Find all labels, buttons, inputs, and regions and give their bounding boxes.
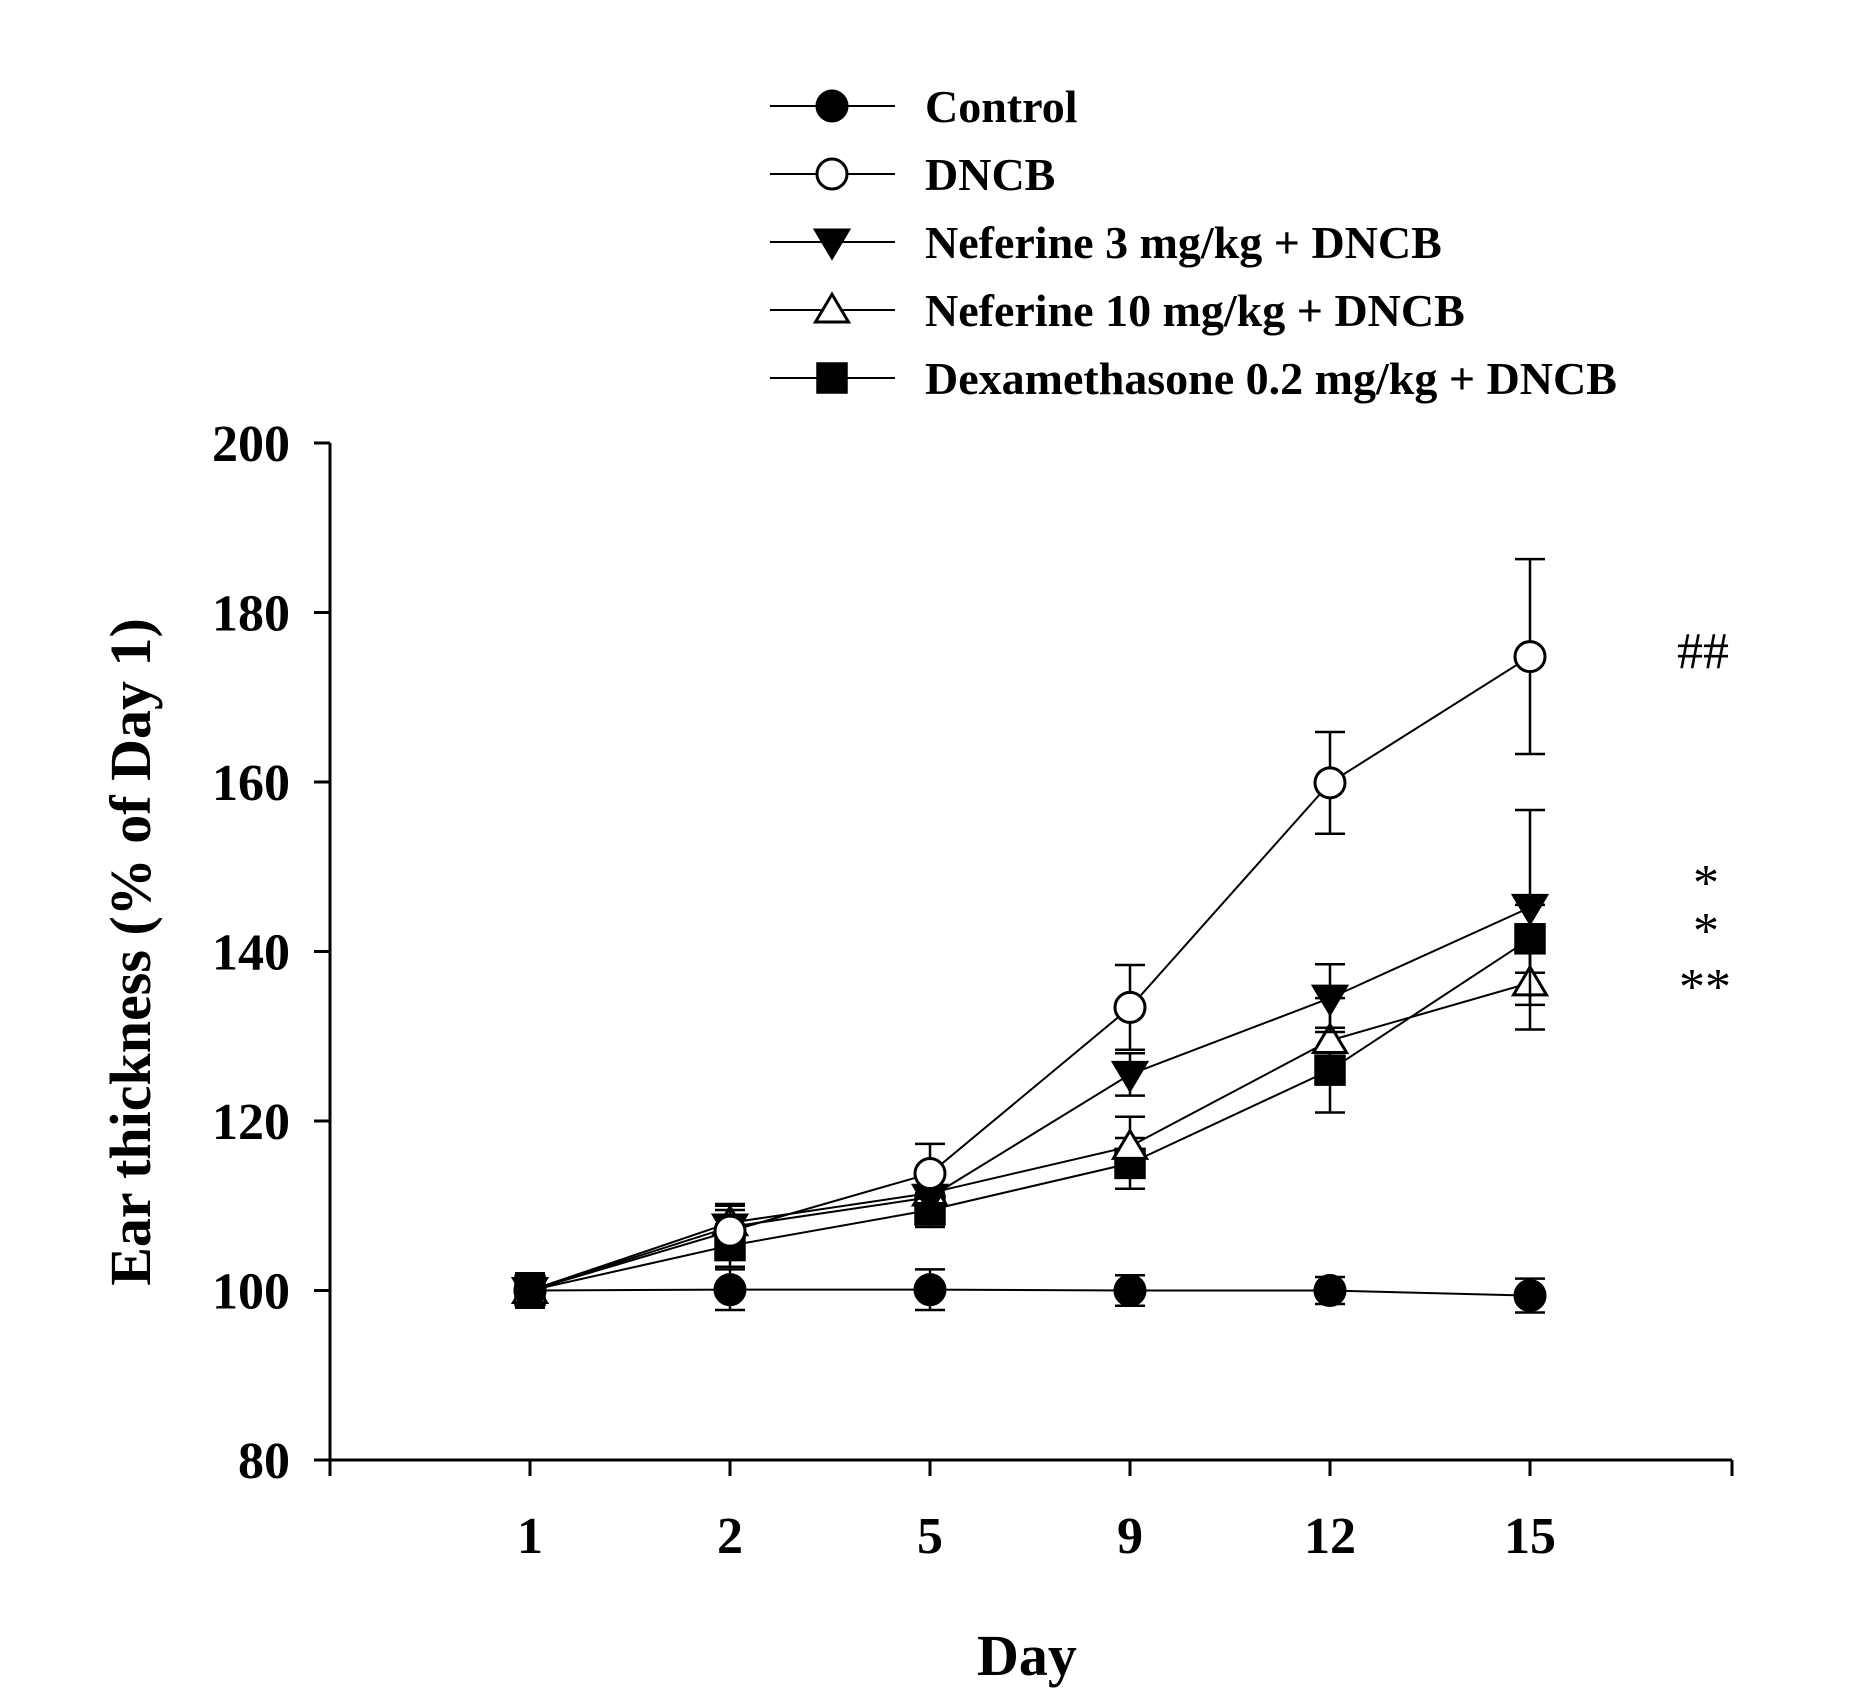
significance-annotations: ##**** — [1677, 623, 1731, 1016]
data-point — [713, 1273, 747, 1307]
legend-item-neferine-10-mg-kg-dncb: Neferine 10 mg/kg + DNCB — [770, 285, 1465, 336]
legend-label: Control — [925, 81, 1078, 132]
data-point — [1110, 1060, 1150, 1094]
data-point — [513, 1274, 547, 1307]
legend-label: Neferine 10 mg/kg + DNCB — [925, 285, 1465, 336]
data-point — [1510, 893, 1550, 927]
data-point — [1310, 984, 1350, 1017]
y-tick-label: 120 — [212, 1094, 290, 1151]
series-neferine-10-mg-kg-dncb — [510, 934, 1550, 1309]
significance-mark: ** — [1679, 959, 1731, 1016]
legend-item-control: Control — [770, 81, 1078, 132]
x-tick-label: 12 — [1304, 1508, 1356, 1565]
y-tick-label: 140 — [212, 925, 290, 982]
series-line — [529, 906, 1531, 1292]
series-line — [529, 1288, 1531, 1297]
legend-item-neferine-3-mg-kg-dncb: Neferine 3 mg/kg + DNCB — [770, 217, 1442, 268]
significance-mark: * — [1693, 903, 1719, 960]
legend-marker — [816, 362, 848, 394]
x-tick-label: 15 — [1504, 1508, 1556, 1565]
x-tick-label: 9 — [1117, 1508, 1143, 1565]
data-point — [1513, 1279, 1547, 1313]
legend-marker — [812, 228, 852, 261]
legend-label: DNCB — [925, 149, 1055, 200]
series-line — [529, 981, 1531, 1292]
series-control — [513, 1268, 1547, 1314]
y-tick-label: 200 — [212, 416, 290, 473]
data-point — [1513, 640, 1547, 674]
data-point — [1110, 1127, 1150, 1160]
y-axis-title: Ear thickness (% of Day 1) — [98, 618, 163, 1286]
legend-marker — [815, 157, 849, 191]
y-tick-label: 160 — [212, 755, 290, 812]
significance-mark: ## — [1677, 623, 1729, 680]
data-point — [1313, 766, 1347, 800]
legend-marker — [815, 89, 849, 123]
series-line — [529, 655, 1531, 1292]
series-line — [529, 937, 1531, 1292]
significance-mark: * — [1693, 855, 1719, 912]
y-tick-label: 100 — [212, 1264, 290, 1321]
x-axis-title: Day — [977, 1623, 1077, 1688]
series-layer — [510, 557, 1550, 1314]
data-point — [913, 1157, 947, 1191]
legend: Control DNCB Neferine 3 mg/kg + DNCB Neferi… — [770, 81, 1617, 404]
x-tick-label: 5 — [917, 1508, 943, 1565]
series-neferine-3-mg-kg-dncb — [510, 808, 1550, 1310]
data-point — [913, 1273, 947, 1307]
legend-item-dncb: DNCB — [770, 149, 1055, 200]
legend-marker — [812, 291, 852, 324]
data-point — [1310, 1021, 1350, 1054]
y-tick-label: 80 — [238, 1433, 290, 1490]
data-point — [713, 1214, 747, 1248]
legend-item-dexamethasone-0-2-mg-kg-dncb: Dexamethasone 0.2 mg/kg + DNCB — [770, 353, 1617, 404]
x-tick-label: 2 — [717, 1508, 743, 1565]
legend-label: Neferine 3 mg/kg + DNCB — [925, 217, 1442, 268]
data-point — [1113, 1274, 1147, 1307]
data-point — [1313, 1274, 1347, 1307]
y-tick-label: 180 — [212, 586, 290, 643]
legend-label: Dexamethasone 0.2 mg/kg + DNCB — [925, 353, 1617, 404]
series-dncb — [513, 557, 1547, 1309]
x-tick-label: 1 — [517, 1508, 543, 1565]
data-point — [1113, 990, 1147, 1024]
